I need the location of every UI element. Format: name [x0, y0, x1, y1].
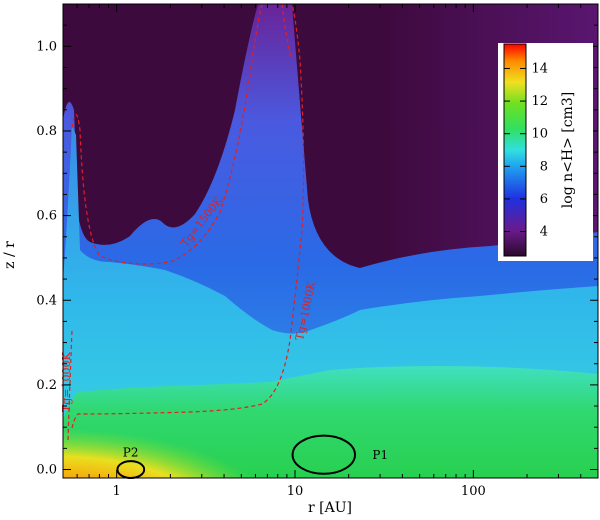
contour-1000k-inner: [67, 329, 73, 441]
colorbar-tick-label: 12: [531, 94, 548, 109]
y-tick-label: 0.2: [36, 378, 57, 393]
y-tick-label: 1.0: [36, 39, 57, 54]
contour-1500k: [71, 4, 293, 265]
y-tick-label: 0.4: [36, 293, 57, 308]
x-tick-label: 10: [287, 484, 304, 499]
colorbar-tick-label: 6: [540, 192, 548, 207]
colorbar-tick-label: 4: [540, 225, 548, 240]
region-p1-ellipse: [291, 434, 357, 475]
x-axis-label: r [AU]: [308, 500, 352, 516]
colorbar-tick-label: 14: [531, 61, 548, 76]
x-tick-label: 100: [461, 484, 486, 499]
label-p2: P2: [123, 446, 139, 460]
x-axis: 1 10 100: [62, 4, 599, 499]
x-tick-label: 1: [113, 484, 121, 499]
plot-frame: [62, 3, 599, 479]
y-axis-label: z / r: [2, 241, 18, 269]
y-axis: 0.0 0.2 0.4 0.6 0.8 1.0: [36, 24, 598, 478]
y-tick-label: 0.0: [36, 463, 57, 478]
colorbar-ticks: 4 6 8 10 12 14: [504, 61, 548, 240]
label-p1: P1: [372, 448, 388, 462]
y-tick-label: 0.8: [36, 124, 57, 139]
label-tg-1000k-inner: Tg=1000K: [60, 352, 73, 413]
y-tick-label: 0.6: [36, 209, 57, 224]
colorbar-gradient: [503, 43, 527, 257]
hot-inner-region: [63, 416, 280, 478]
colorbar-tick-label: 8: [540, 159, 548, 174]
colorbar: 4 6 8 10 12 14 log n<H> [cm3]: [498, 43, 593, 261]
colorbar-label: log n<H> [cm3]: [560, 92, 576, 208]
contour-1000k-outer: [71, 4, 305, 429]
colorbar-tick-label: 10: [531, 127, 548, 142]
